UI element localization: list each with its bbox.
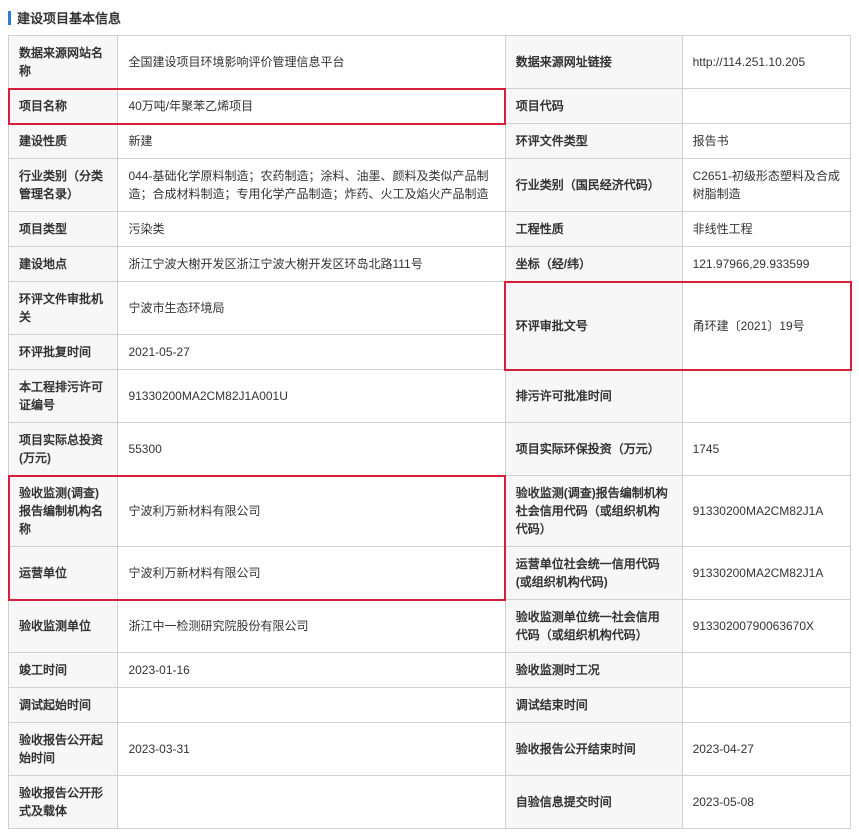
field-value: 甬环建〔2021〕19号 (682, 282, 850, 370)
field-label: 自验信息提交时间 (505, 776, 682, 829)
table-row: 环评文件审批机关宁波市生态环境局环评审批文号甬环建〔2021〕19号 (9, 282, 851, 335)
section-title: 建设项目基本信息 (17, 8, 121, 27)
table-row: 调试起始时间 调试结束时间 (9, 688, 851, 723)
field-label: 建设地点 (9, 247, 118, 282)
accent-bar (8, 11, 11, 25)
field-value: 新建 (118, 124, 505, 159)
field-value: 044-基础化学原料制造；农药制造；涂料、油墨、颜料及类似产品制造；合成材料制造… (118, 159, 505, 212)
field-value: 浙江中一检测研究院股份有限公司 (118, 600, 505, 653)
table-row: 项目名称40万吨/年聚苯乙烯项目项目代码 (9, 89, 851, 124)
field-label: 行业类别（国民经济代码） (505, 159, 682, 212)
field-label: 环评文件类型 (505, 124, 682, 159)
info-table: 数据来源网站名称全国建设项目环境影响评价管理信息平台数据来源网址链接http:/… (8, 35, 851, 829)
field-value: 非线性工程 (682, 212, 850, 247)
table-row: 验收报告公开形式及载体 自验信息提交时间2023-05-08 (9, 776, 851, 829)
field-label: 调试结束时间 (505, 688, 682, 723)
field-label: 竣工时间 (9, 653, 118, 688)
field-value: 1745 (682, 423, 850, 476)
field-label: 验收监测时工况 (505, 653, 682, 688)
field-value: 宁波市生态环境局 (118, 282, 505, 335)
field-label: 运营单位社会统一信用代码(或组织机构代码) (505, 547, 682, 600)
field-value: 91330200MA2CM82J1A001U (118, 370, 505, 423)
table-row: 建设地点浙江宁波大榭开发区浙江宁波大榭开发区环岛北路111号坐标（经/纬）121… (9, 247, 851, 282)
field-label: 坐标（经/纬） (505, 247, 682, 282)
field-label: 项目实际环保投资（万元） (505, 423, 682, 476)
field-label: 调试起始时间 (9, 688, 118, 723)
field-label: 环评批复时间 (9, 335, 118, 370)
table-wrapper: 数据来源网站名称全国建设项目环境影响评价管理信息平台数据来源网址链接http:/… (8, 35, 851, 829)
field-value: 2021-05-27 (118, 335, 505, 370)
table-row: 数据来源网站名称全国建设项目环境影响评价管理信息平台数据来源网址链接http:/… (9, 36, 851, 89)
section-header: 建设项目基本信息 (8, 8, 851, 27)
field-value (682, 370, 850, 423)
field-value: 2023-04-27 (682, 723, 850, 776)
field-label: 数据来源网站名称 (9, 36, 118, 89)
field-label: 环评文件审批机关 (9, 282, 118, 335)
field-value: 宁波利万新材料有限公司 (118, 476, 505, 547)
field-label: 运营单位 (9, 547, 118, 600)
field-value: 污染类 (118, 212, 505, 247)
table-row: 本工程排污许可证编号91330200MA2CM82J1A001U排污许可批准时间 (9, 370, 851, 423)
table-row: 验收报告公开起始时间2023-03-31验收报告公开结束时间2023-04-27 (9, 723, 851, 776)
field-label: 项目实际总投资(万元) (9, 423, 118, 476)
field-label: 验收监测单位统一社会信用代码（或组织机构代码） (505, 600, 682, 653)
table-row: 项目类型污染类工程性质非线性工程 (9, 212, 851, 247)
field-value: 91330200MA2CM82J1A (682, 476, 850, 547)
field-label: 行业类别（分类管理名录） (9, 159, 118, 212)
field-value (682, 89, 850, 124)
field-value: 2023-03-31 (118, 723, 505, 776)
field-label: 环评审批文号 (505, 282, 682, 370)
field-value (118, 688, 505, 723)
field-label: 建设性质 (9, 124, 118, 159)
field-label: 验收监测(调查)报告编制机构社会信用代码（或组织机构代码） (505, 476, 682, 547)
field-value: 91330200790063670X (682, 600, 850, 653)
table-row: 运营单位宁波利万新材料有限公司运营单位社会统一信用代码(或组织机构代码)9133… (9, 547, 851, 600)
table-row: 行业类别（分类管理名录）044-基础化学原料制造；农药制造；涂料、油墨、颜料及类… (9, 159, 851, 212)
field-label: 验收监测单位 (9, 600, 118, 653)
field-label: 项目代码 (505, 89, 682, 124)
table-row: 验收监测单位浙江中一检测研究院股份有限公司验收监测单位统一社会信用代码（或组织机… (9, 600, 851, 653)
field-label: 项目类型 (9, 212, 118, 247)
field-value: 2023-01-16 (118, 653, 505, 688)
table-row: 项目实际总投资(万元)55300项目实际环保投资（万元）1745 (9, 423, 851, 476)
field-value: 91330200MA2CM82J1A (682, 547, 850, 600)
field-value: 宁波利万新材料有限公司 (118, 547, 505, 600)
field-value (682, 688, 850, 723)
field-value: http://114.251.10.205 (682, 36, 850, 89)
field-label: 工程性质 (505, 212, 682, 247)
table-row: 竣工时间2023-01-16验收监测时工况 (9, 653, 851, 688)
field-label: 项目名称 (9, 89, 118, 124)
field-value: C2651-初级形态塑料及合成树脂制造 (682, 159, 850, 212)
field-value: 121.97966,29.933599 (682, 247, 850, 282)
field-value: 2023-05-08 (682, 776, 850, 829)
field-label: 数据来源网址链接 (505, 36, 682, 89)
table-row: 建设性质新建环评文件类型报告书 (9, 124, 851, 159)
field-value (118, 776, 505, 829)
field-value (682, 653, 850, 688)
table-row: 验收监测(调查)报告编制机构名称宁波利万新材料有限公司验收监测(调查)报告编制机… (9, 476, 851, 547)
field-label: 验收报告公开起始时间 (9, 723, 118, 776)
field-label: 验收报告公开结束时间 (505, 723, 682, 776)
field-label: 本工程排污许可证编号 (9, 370, 118, 423)
field-value: 55300 (118, 423, 505, 476)
field-value: 全国建设项目环境影响评价管理信息平台 (118, 36, 505, 89)
field-label: 验收报告公开形式及载体 (9, 776, 118, 829)
field-value: 40万吨/年聚苯乙烯项目 (118, 89, 505, 124)
field-label: 排污许可批准时间 (505, 370, 682, 423)
field-value: 报告书 (682, 124, 850, 159)
field-label: 验收监测(调查)报告编制机构名称 (9, 476, 118, 547)
field-value: 浙江宁波大榭开发区浙江宁波大榭开发区环岛北路111号 (118, 247, 505, 282)
